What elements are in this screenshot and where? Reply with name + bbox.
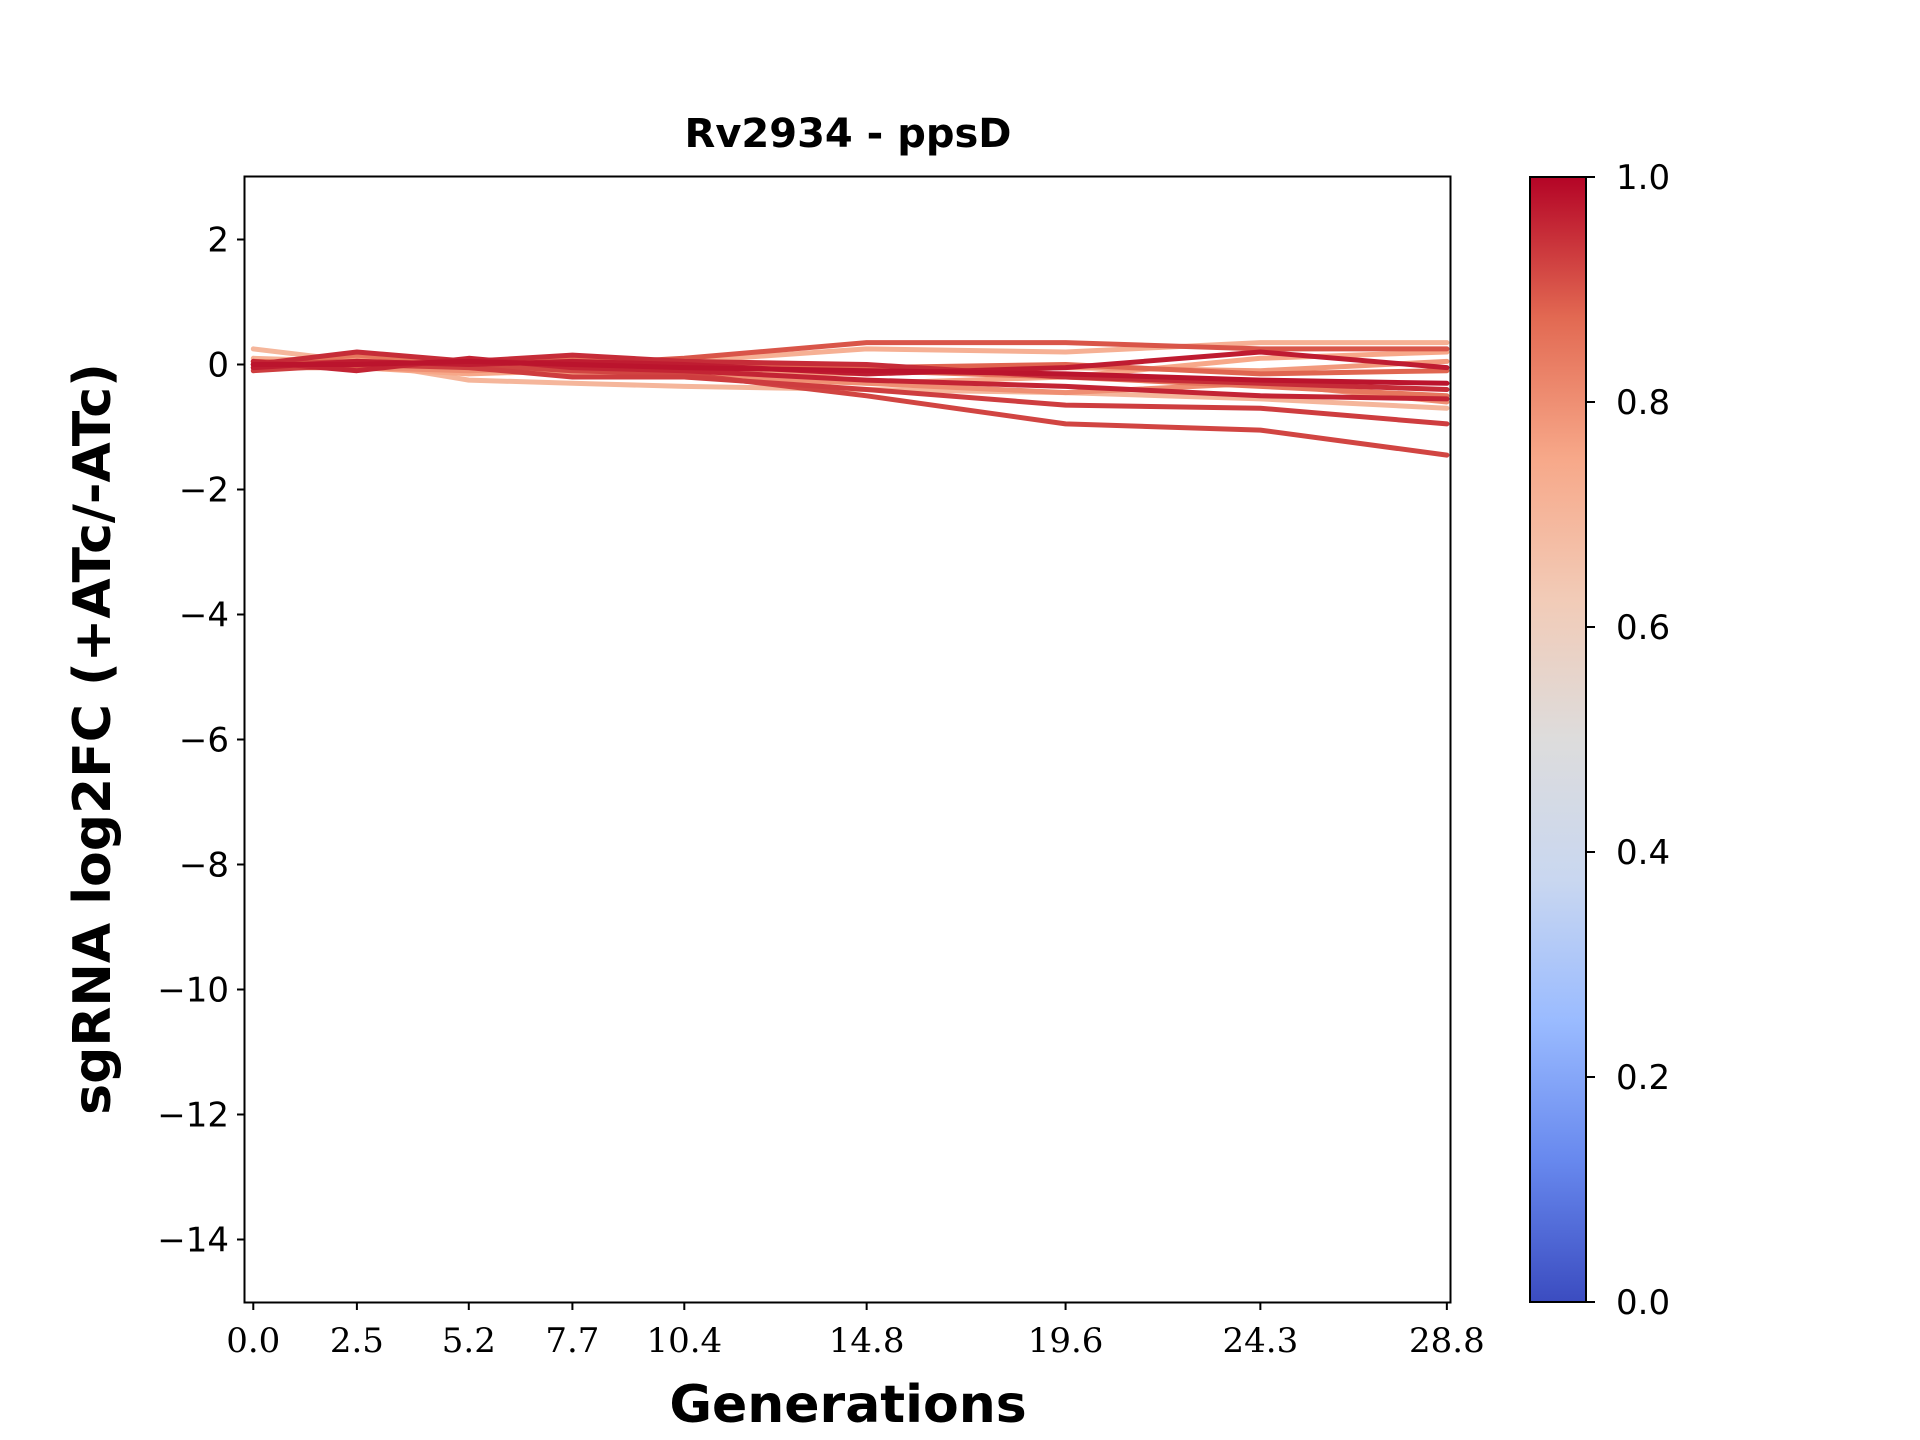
y-tick-layer: 2 0 −2 −4 −6 −8 −10 −12 −14 [157,221,245,1261]
y-tick-label: 0 [207,346,229,386]
y-tick-label: −6 [179,721,229,761]
x-tick-label: 2.5 [330,1321,384,1361]
x-axis-label: Generations [669,1375,1026,1435]
x-tick-label: 0.0 [226,1321,280,1361]
series-line-11 [250,355,1450,402]
x-tick-label: 28.8 [1409,1321,1485,1361]
colorbar-tick-label: 0.8 [1616,383,1670,423]
x-tick-label: 19.6 [1028,1321,1104,1361]
plot-frame [243,175,1452,1304]
y-tick-label: 2 [207,221,229,261]
colorbar-tick-layer: 0.0 0.2 0.4 0.6 0.8 1.0 [1586,158,1670,1323]
colorbar [1530,177,1586,1302]
y-tick-label: −2 [179,471,229,511]
series-line-13 [250,358,1450,386]
x-tick-label: 7.7 [545,1321,599,1361]
series-layer [250,340,1450,458]
x-tick-label: 10.4 [646,1321,722,1361]
colorbar-tick-label: 0.6 [1616,608,1670,648]
y-tick-label: −14 [157,1221,229,1261]
x-tick-label: 24.3 [1223,1321,1299,1361]
x-tick-label: 14.8 [829,1321,905,1361]
y-tick-label: −8 [179,846,229,886]
x-tick-label: 5.2 [442,1321,496,1361]
chart-title: Rv2934 - ppsD [685,111,1012,157]
colorbar-frame [1529,176,1587,1303]
colorbar-tick-label: 1.0 [1616,158,1670,198]
colorbar-tick-label: 0.4 [1616,833,1670,873]
colorbar-tick-label: 0.2 [1616,1058,1670,1098]
y-axis-label: sgRNA log2FC (+ATc/-ATc) [63,363,123,1115]
series-line-10 [250,349,1450,392]
x-tick-layer: 0.0 2.5 5.2 7.7 10.4 14.8 19.6 24.3 28.8 [226,1302,1485,1361]
y-tick-label: −12 [157,1096,229,1136]
y-tick-label: −4 [179,596,229,636]
colorbar-tick-label: 0.0 [1616,1283,1670,1323]
y-tick-label: −10 [157,971,229,1011]
